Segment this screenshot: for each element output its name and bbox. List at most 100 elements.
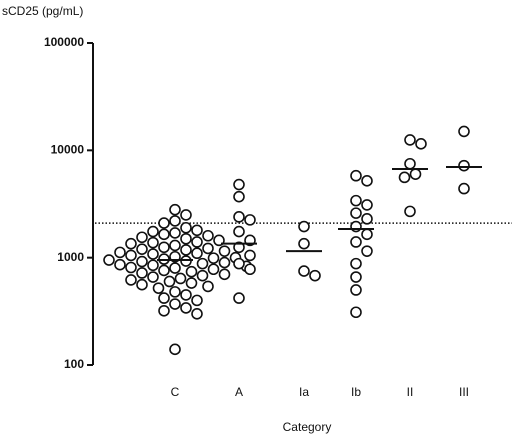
data-point — [458, 125, 470, 138]
data-point — [158, 264, 170, 277]
data-point — [169, 227, 181, 239]
data-point — [350, 236, 362, 248]
data-point — [202, 229, 214, 242]
data-point — [174, 272, 187, 285]
data-point — [361, 245, 373, 257]
data-point — [158, 217, 170, 229]
data-point — [404, 205, 416, 218]
data-point — [169, 298, 181, 310]
data-point — [218, 268, 231, 281]
data-point — [233, 190, 245, 203]
data-point — [398, 171, 411, 184]
data-point — [244, 263, 256, 276]
data-point — [196, 269, 209, 282]
data-point — [191, 294, 203, 307]
data-point — [196, 257, 209, 270]
data-point — [458, 159, 470, 172]
y-tick-label: 10000 — [51, 143, 85, 157]
data-point — [180, 289, 192, 301]
data-point — [191, 224, 203, 237]
data-point — [350, 220, 362, 233]
data-point — [152, 282, 165, 294]
x-tick-label: II — [407, 385, 414, 399]
x-tick-label: Ia — [299, 385, 309, 399]
data-point — [114, 246, 126, 259]
data-point — [180, 244, 192, 256]
data-point — [169, 262, 181, 274]
data-point — [298, 237, 310, 250]
data-point — [158, 241, 170, 254]
data-point — [361, 213, 373, 225]
data-point — [233, 241, 245, 254]
data-point — [147, 259, 159, 272]
y-tick-label: 100 — [64, 357, 84, 371]
data-point — [103, 254, 115, 266]
data-point — [169, 215, 181, 227]
data-point — [185, 265, 198, 278]
data-point — [125, 274, 137, 286]
data-point — [169, 286, 181, 298]
data-point — [169, 239, 181, 252]
data-point — [350, 271, 362, 283]
data-point — [147, 236, 159, 249]
data-point — [350, 257, 362, 270]
data-point — [350, 169, 362, 182]
data-point — [350, 306, 362, 319]
data-point — [309, 269, 321, 282]
data-point — [458, 182, 470, 195]
data-point — [298, 265, 310, 277]
data-point — [136, 231, 148, 244]
data-point — [404, 134, 416, 146]
data-point — [207, 252, 220, 264]
data-point — [136, 255, 148, 268]
data-point — [233, 211, 245, 223]
data-point — [147, 271, 159, 283]
x-tick-label: III — [459, 385, 469, 399]
data-point — [415, 138, 427, 150]
data-point — [207, 263, 220, 276]
data-point — [191, 236, 203, 248]
data-point — [361, 175, 373, 187]
data-point — [350, 194, 362, 207]
data-point — [185, 277, 198, 289]
data-point — [202, 280, 214, 293]
data-point — [191, 307, 203, 320]
data-point — [361, 199, 373, 211]
data-point — [125, 261, 137, 274]
data-point — [169, 203, 181, 216]
data-point — [114, 258, 126, 271]
x-axis-label: Category — [283, 420, 332, 434]
data-point — [218, 256, 231, 269]
data-point — [409, 168, 422, 180]
data-point — [361, 228, 373, 241]
y-tick-label: 1000 — [57, 250, 84, 264]
data-point — [158, 304, 170, 317]
data-point — [136, 267, 148, 279]
data-point — [125, 237, 137, 250]
data-point — [233, 257, 245, 270]
data-point — [244, 249, 256, 262]
data-point — [298, 220, 310, 233]
data-point — [350, 207, 362, 219]
data-point — [180, 302, 192, 314]
data-point — [147, 225, 159, 238]
data-point — [180, 232, 192, 245]
data-point — [180, 209, 192, 221]
data-point — [233, 225, 245, 238]
data-point — [202, 242, 214, 255]
data-point — [125, 249, 137, 262]
data-point — [163, 275, 176, 288]
data-point — [404, 157, 416, 170]
data-point — [191, 247, 203, 260]
y-tick-label: 100000 — [44, 35, 84, 49]
y-axis-label: sCD25 (pg/mL) — [2, 4, 83, 18]
data-point — [136, 278, 148, 291]
data-point — [169, 343, 181, 356]
data-point — [244, 214, 256, 226]
data-point — [147, 248, 159, 260]
x-tick-label: A — [235, 385, 243, 399]
data-point — [180, 221, 192, 234]
data-point — [218, 245, 231, 257]
data-point — [350, 284, 362, 296]
